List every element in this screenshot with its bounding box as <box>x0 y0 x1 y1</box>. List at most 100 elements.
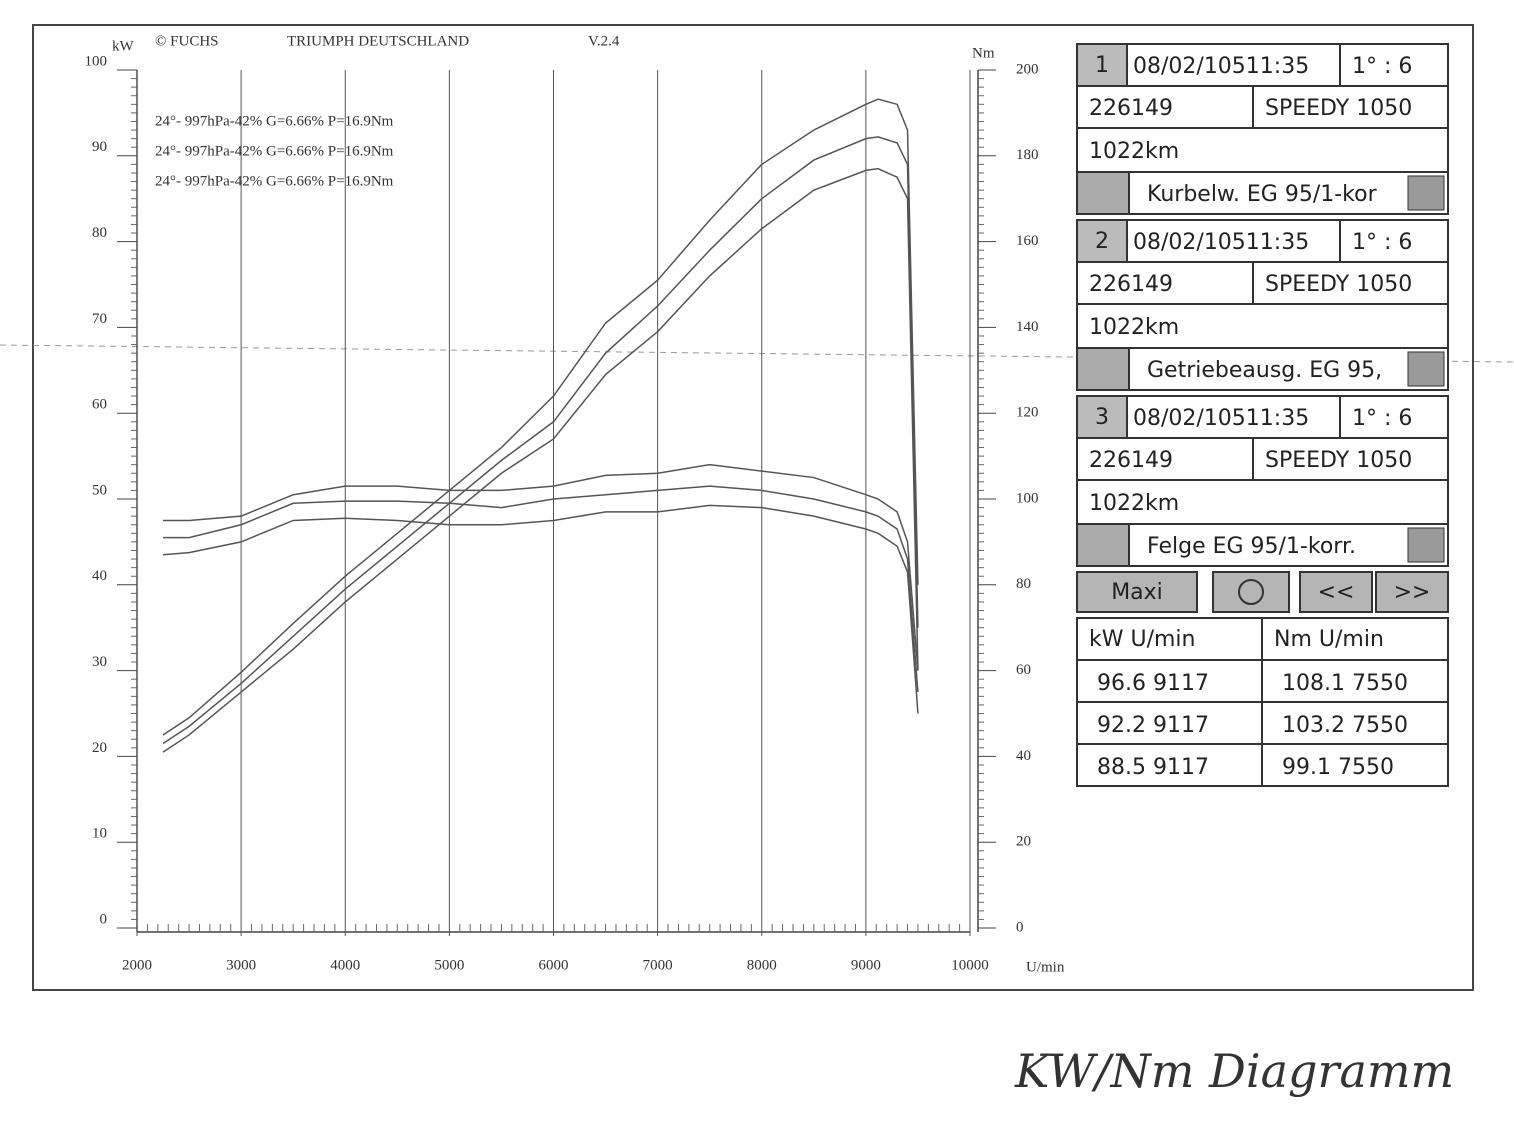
y2-axis-label: Nm <box>972 45 995 61</box>
y-tick-label: 90 <box>92 139 107 155</box>
id-box <box>1076 85 1254 129</box>
name-box <box>1252 261 1449 305</box>
annotation: 24°- 997hPa-42% G=6.66% P=16.9Nm <box>155 143 394 159</box>
x-tick-label: 9000 <box>851 957 881 973</box>
run-date: 08/02/10511:35 <box>1133 54 1309 79</box>
y-tick-label: 60 <box>92 397 107 413</box>
x-tick-label: 5000 <box>434 957 464 973</box>
y2-tick-label: 20 <box>1016 834 1031 850</box>
km-box <box>1076 479 1449 525</box>
button[interactable] <box>1076 571 1198 613</box>
y-tick-label: 50 <box>92 482 107 498</box>
run-name: SPEEDY 1050 <box>1265 448 1412 473</box>
side-panel: 1 08/02/10511:35 1° : 6 226149 SPEEDY 1050 10… <box>1076 43 1449 787</box>
y-tick-label: 0 <box>100 911 108 927</box>
x-axis-label: U/min <box>1026 959 1065 975</box>
channel-select[interactable] <box>1128 171 1449 215</box>
run-channel: Felge EG 95/1-korr. <box>1147 534 1356 559</box>
x-tick-label: 8000 <box>747 957 777 973</box>
button[interactable] <box>1212 571 1290 613</box>
km-box <box>1076 127 1449 173</box>
run-id: 226149 <box>1089 272 1173 297</box>
annotation: 24°- 997hPa-42% G=6.66% P=16.9Nm <box>155 113 394 129</box>
y2-tick-label: 180 <box>1016 147 1039 163</box>
series-line <box>162 167 919 753</box>
series-line <box>162 98 919 736</box>
button[interactable] <box>1375 571 1449 613</box>
run-id: 226149 <box>1089 448 1173 473</box>
date-box <box>1126 219 1341 263</box>
y-tick-label: 80 <box>92 225 107 241</box>
button-icon <box>1238 579 1264 605</box>
table-header: Nm U/min <box>1274 627 1384 652</box>
y2-tick-label: 60 <box>1016 662 1031 678</box>
dropdown-arrow[interactable] <box>1407 527 1445 563</box>
y-tick-label: 40 <box>92 568 107 584</box>
series-line <box>163 463 919 671</box>
run-index: 1 <box>1095 53 1109 78</box>
channel-toggle[interactable] <box>1076 347 1130 391</box>
date-box <box>1126 395 1341 439</box>
button-label[interactable]: Maxi <box>1111 580 1163 605</box>
series-line <box>162 136 919 745</box>
button[interactable] <box>1299 571 1373 613</box>
y-tick-label: 10 <box>92 826 107 842</box>
run-index: 2 <box>1095 229 1109 254</box>
y2-tick-label: 160 <box>1016 233 1039 249</box>
channel-select[interactable] <box>1128 523 1449 567</box>
x-tick-label: 3000 <box>226 957 256 973</box>
channel-toggle[interactable] <box>1076 523 1130 567</box>
table-cell: 96.6 9117 <box>1097 671 1209 696</box>
run-ratio: 1° : 6 <box>1352 406 1412 431</box>
run-channel: Kurbelw. EG 95/1-kor <box>1147 182 1378 207</box>
x-tick-label: 4000 <box>330 957 360 973</box>
table-cell: 99.1 7550 <box>1282 755 1394 780</box>
table-header: kW U/min <box>1089 627 1196 652</box>
y-tick-label: 20 <box>92 740 107 756</box>
run-name: SPEEDY 1050 <box>1265 96 1412 121</box>
run-km: 1022km <box>1089 139 1179 164</box>
run-date: 08/02/10511:35 <box>1133 406 1309 431</box>
button-label[interactable]: << <box>1318 580 1355 605</box>
button-label[interactable]: >> <box>1394 580 1431 605</box>
run-name: SPEEDY 1050 <box>1265 272 1412 297</box>
y-tick-label: 30 <box>92 654 107 670</box>
run-index: 3 <box>1095 405 1109 430</box>
x-tick-label: 10000 <box>951 957 989 973</box>
ratio-box <box>1339 43 1449 87</box>
header-right: V.2.4 <box>588 33 620 49</box>
run-date: 08/02/10511:35 <box>1133 230 1309 255</box>
run-channel: Getriebeausg. EG 95, <box>1147 358 1382 383</box>
id-box <box>1076 261 1254 305</box>
run-index-box <box>1076 219 1128 263</box>
run-km: 1022km <box>1089 491 1179 516</box>
table-cell: 92.2 9117 <box>1097 713 1209 738</box>
ratio-box <box>1339 395 1449 439</box>
dropdown-arrow[interactable] <box>1407 351 1445 387</box>
y2-tick-label: 40 <box>1016 748 1031 764</box>
dropdown-arrow[interactable] <box>1407 175 1445 211</box>
y-axis-label: kW <box>112 38 135 54</box>
run-ratio: 1° : 6 <box>1352 54 1412 79</box>
caption: KW/Nm Diagramm <box>1014 1044 1454 1098</box>
y2-tick-label: 80 <box>1016 576 1031 592</box>
annotation: 24°- 997hPa-42% G=6.66% P=16.9Nm <box>155 173 394 189</box>
y2-tick-label: 120 <box>1016 405 1039 421</box>
table-cell: 108.1 7550 <box>1282 671 1408 696</box>
channel-select[interactable] <box>1128 347 1449 391</box>
header-center: TRIUMPH DEUTSCHLAND <box>287 33 469 49</box>
run-km: 1022km <box>1089 315 1179 340</box>
channel-toggle[interactable] <box>1076 171 1130 215</box>
x-tick-label: 6000 <box>539 957 569 973</box>
series-line <box>162 504 919 714</box>
header-left: © FUCHS <box>155 33 219 49</box>
x-tick-label: 2000 <box>122 957 152 973</box>
y2-tick-label: 200 <box>1016 61 1039 77</box>
y2-tick-label: 0 <box>1016 919 1024 935</box>
y2-tick-label: 140 <box>1016 319 1039 335</box>
run-ratio: 1° : 6 <box>1352 230 1412 255</box>
y-tick-label: 70 <box>92 311 107 327</box>
series-line <box>163 485 919 693</box>
